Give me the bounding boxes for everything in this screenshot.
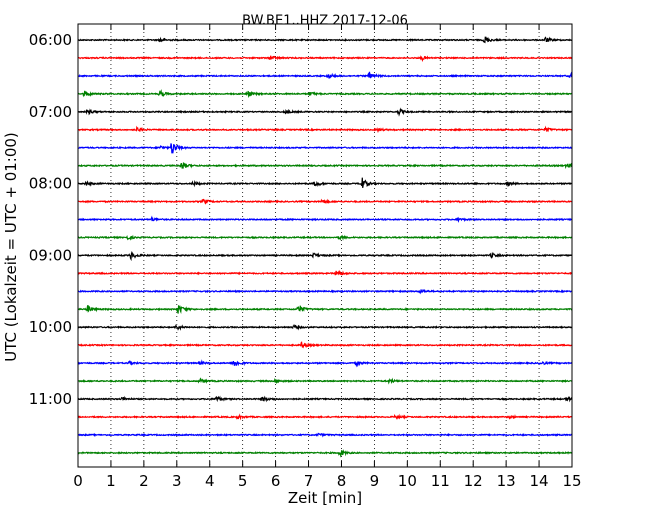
x-axis-ticks: 0 1 2 3 4 5 6 7 8 9 10 11 12 13 14 15 xyxy=(73,24,582,490)
x-tick-label: 14 xyxy=(530,472,549,490)
y-tick-label: 07:00 xyxy=(29,103,72,121)
seismic-trace xyxy=(77,269,573,276)
x-tick-label: 0 xyxy=(73,472,83,490)
x-tick-label: 13 xyxy=(497,472,516,490)
seismic-trace xyxy=(77,107,572,117)
x-tick-label: 1 xyxy=(106,472,116,490)
seismic-trace xyxy=(77,177,573,189)
y-tick-label: 06:00 xyxy=(29,31,72,49)
x-tick-label: 11 xyxy=(431,472,450,490)
seismic-trace xyxy=(77,395,573,403)
x-axis-label: Zeit [min] xyxy=(288,489,362,507)
y-tick-label: 08:00 xyxy=(29,175,72,193)
x-tick-label: 12 xyxy=(464,472,483,490)
seismic-trace xyxy=(77,215,573,223)
x-tick-label: 3 xyxy=(172,472,182,490)
seismic-trace xyxy=(77,125,573,133)
seismic-trace xyxy=(77,359,573,368)
x-tick-label: 8 xyxy=(337,472,347,490)
y-tick-label: 11:00 xyxy=(29,390,72,408)
seismic-trace xyxy=(77,289,573,295)
seismic-trace xyxy=(77,305,573,315)
seismic-trace xyxy=(77,143,573,154)
seismic-trace xyxy=(77,55,573,63)
seismic-trace xyxy=(77,36,573,44)
x-tick-label: 15 xyxy=(562,472,581,490)
plot-frame xyxy=(77,23,573,468)
seismic-trace xyxy=(77,377,573,385)
seismic-trace xyxy=(77,341,573,349)
seismic-trace xyxy=(77,323,573,331)
y-axis-ticks: 06:00 07:00 08:00 09:00 10:00 11:00 xyxy=(29,31,572,408)
y-tick-label: 09:00 xyxy=(29,246,72,264)
x-tick-label: 4 xyxy=(205,472,215,490)
x-tick-label: 10 xyxy=(398,472,417,490)
seismic-trace xyxy=(77,432,573,438)
seismic-trace xyxy=(77,449,573,458)
x-tick-label: 5 xyxy=(238,472,248,490)
seismic-trace xyxy=(77,162,573,170)
seismic-trace xyxy=(77,71,573,79)
x-tick-label: 2 xyxy=(139,472,149,490)
y-tick-label: 10:00 xyxy=(29,318,72,336)
x-tick-label: 7 xyxy=(304,472,314,490)
x-tick-label: 6 xyxy=(271,472,281,490)
seismic-trace xyxy=(77,251,573,262)
seismic-trace xyxy=(77,198,573,205)
seismic-trace xyxy=(77,89,573,99)
seismic-traces xyxy=(77,36,573,458)
y-axis-label: UTC (Lokalzeit = UTC + 01:00) xyxy=(2,132,20,362)
x-tick-label: 9 xyxy=(370,472,380,490)
chart-title: BW.BE1..HHZ 2017-12-06 xyxy=(242,14,408,29)
seismic-trace xyxy=(77,234,573,241)
grid-lines xyxy=(110,24,540,467)
seismic-trace xyxy=(77,413,572,421)
